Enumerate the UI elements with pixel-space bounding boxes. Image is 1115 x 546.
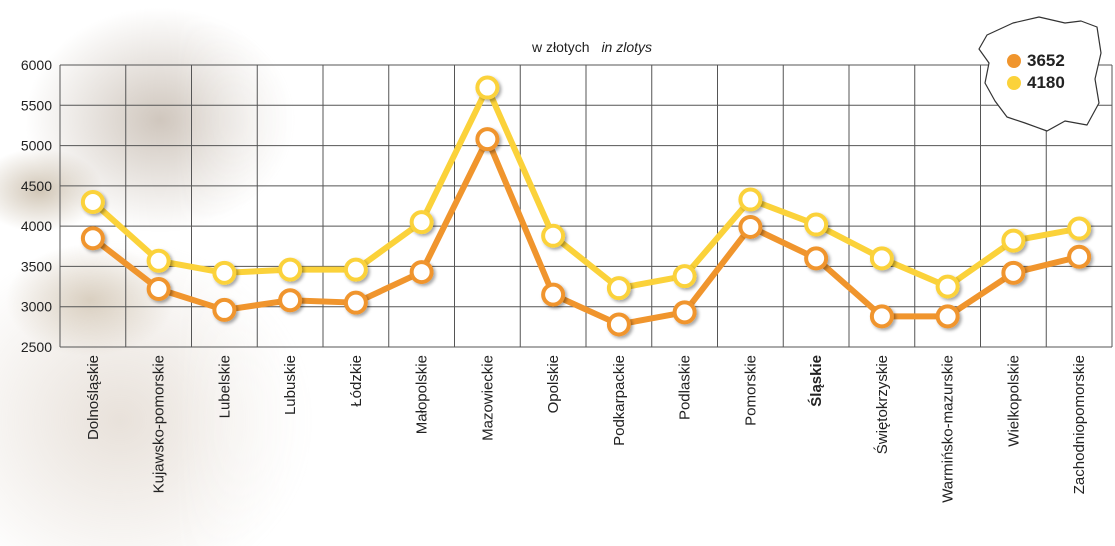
data-point-series-1 [869,304,894,329]
series-line-1 [89,136,1083,328]
legend-dot-yellow [1007,76,1021,90]
data-point-series-2 [475,75,500,100]
legend-entry-series-2: 4180 [1007,73,1065,93]
y-tick-label: 5000 [21,138,52,154]
x-tick-label: Świętokrzyskie [873,355,891,454]
data-point-series-2 [343,257,368,282]
data-point-series-2 [146,248,171,273]
x-tick-label: Kujawsko-pomorskie [151,355,168,493]
y-tick-label: 6000 [21,57,52,73]
legend-label-series-2: 4180 [1027,73,1065,92]
y-tick-label: 2500 [21,339,52,355]
data-point-series-1 [1001,260,1026,285]
x-tick-label: Dolnośląskie [85,355,102,440]
x-tick-label: Zachodniopomorskie [1071,355,1088,494]
chart-subtitle-italic: in zlotys [601,39,652,55]
data-point-series-2 [869,246,894,271]
x-tick-label: Małopolskie [414,355,431,434]
data-point-series-2 [935,274,960,299]
y-tick-label: 3500 [21,258,52,274]
x-tick-label: Wielkopolskie [1005,355,1022,447]
data-point-series-2 [212,260,237,285]
x-tick-label: Pomorskie [742,355,759,426]
data-point-series-1 [278,288,303,313]
chart-subtitle: w złotych in zlotys [531,39,652,55]
legend: 3652 4180 [973,13,1107,135]
data-point-series-1 [475,127,500,152]
y-tick-label: 5500 [21,97,52,113]
data-point-series-2 [804,212,829,237]
data-point-series-1 [672,300,697,325]
x-tick-label: Lubuskie [282,355,299,415]
chart-subtitle-main: w złotych [531,39,590,55]
data-point-series-1 [1067,244,1092,269]
data-point-series-2 [80,189,105,214]
legend-entry-series-1: 3652 [1007,51,1065,71]
data-point-series-2 [541,223,566,248]
series-line-2 [89,84,1083,292]
data-point-series-2 [672,264,697,289]
data-point-series-1 [541,282,566,307]
x-tick-label: Mazowieckie [479,355,496,441]
data-point-series-1 [606,312,631,337]
data-point-series-1 [212,297,237,322]
data-point-series-1 [146,276,171,301]
data-point-series-1 [80,226,105,251]
y-tick-label: 4000 [21,218,52,234]
series-lines [89,84,1083,328]
data-point-series-2 [1067,216,1092,241]
legend-label-series-1: 3652 [1027,51,1065,70]
x-tick-label: Podlaskie [677,355,694,420]
series-points [80,75,1092,337]
legend-dot-orange [1007,54,1021,68]
data-point-series-1 [804,246,829,271]
x-tick-label: Łódzkie [348,355,365,407]
x-tick-label: Opolskie [545,355,562,413]
data-point-series-2 [409,210,434,235]
data-point-series-1 [935,304,960,329]
x-tick-label: Podkarpackie [611,355,628,446]
poland-map-icon [978,16,1102,132]
x-tick-label: Lubelskie [216,355,233,418]
x-axis-ticks: Dolnośląskie Kujawsko-pomorskie Lubelskie L… [85,355,1088,503]
y-tick-label: 4500 [21,178,52,194]
y-tick-label: 3000 [21,299,52,315]
y-axis-ticks: 2500 3000 3500 4000 4500 5000 5500 6000 [21,57,52,355]
data-point-series-2 [278,257,303,282]
data-point-series-1 [738,214,763,239]
data-point-series-2 [606,276,631,301]
data-point-series-1 [343,290,368,315]
x-tick-label: Śląskie [807,355,825,407]
data-point-series-2 [1001,228,1026,253]
data-point-series-2 [738,187,763,212]
x-tick-label: Warmińsko-mazurskie [940,355,957,503]
data-point-series-1 [409,260,434,285]
